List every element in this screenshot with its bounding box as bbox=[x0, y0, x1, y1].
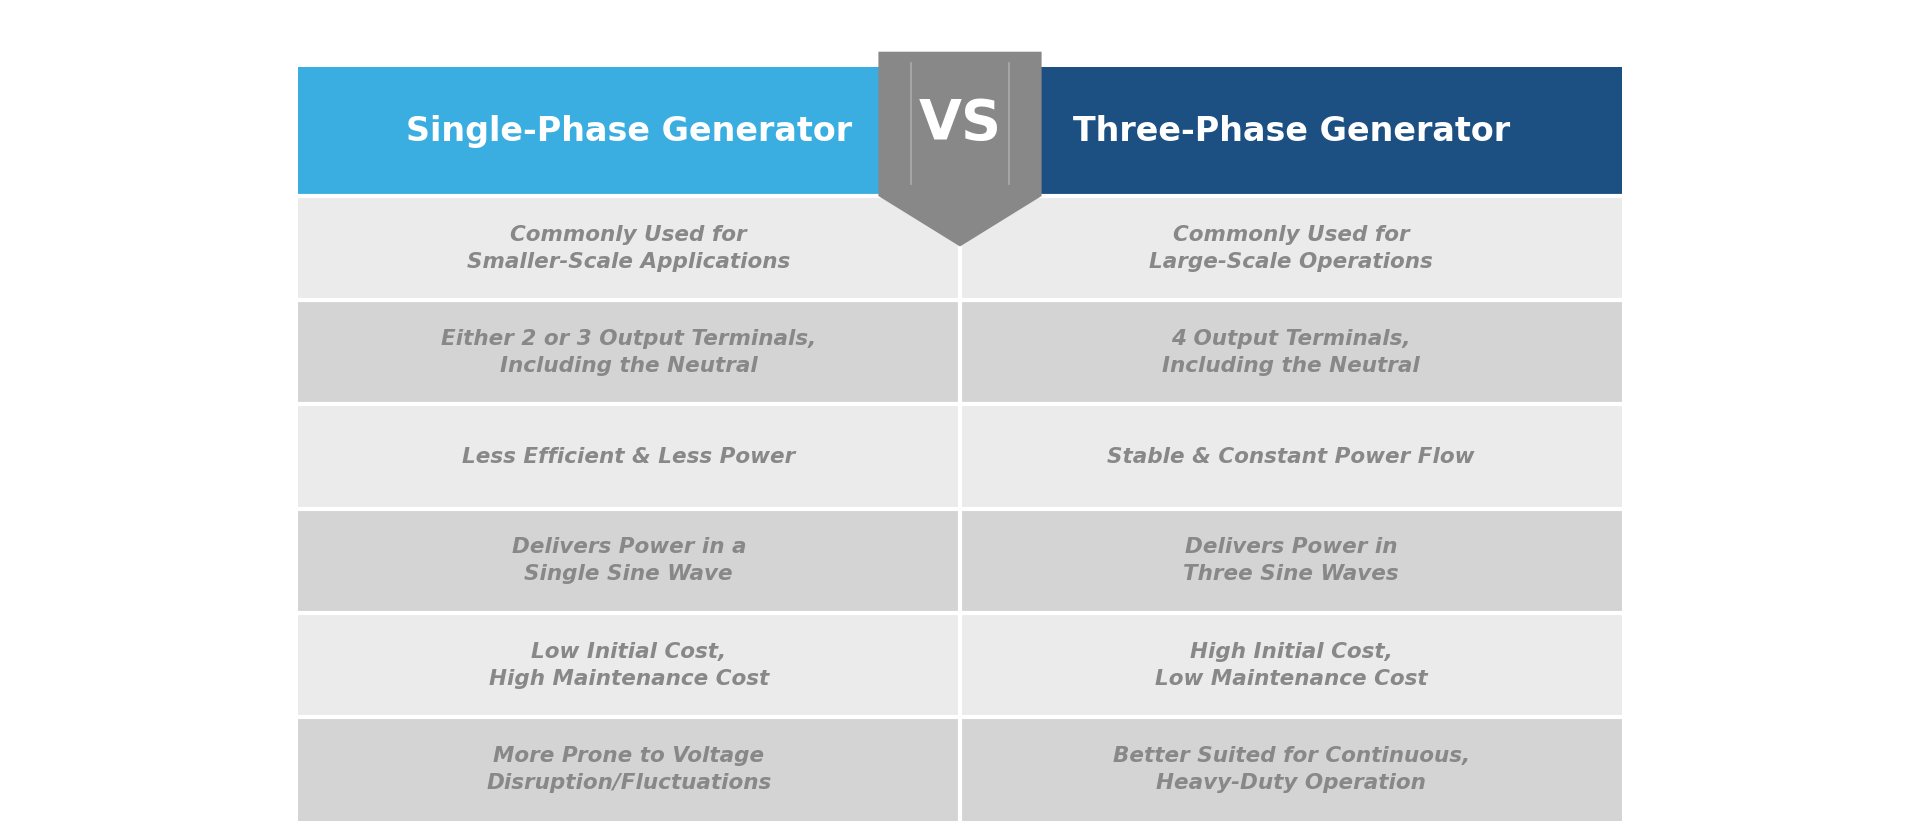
Bar bbox=[960, 67, 1622, 196]
Text: High Initial Cost,
Low Maintenance Cost: High Initial Cost, Low Maintenance Cost bbox=[1156, 641, 1427, 689]
Bar bbox=[298, 67, 960, 196]
Text: Low Initial Cost,
High Maintenance Cost: Low Initial Cost, High Maintenance Cost bbox=[490, 641, 768, 689]
Bar bbox=[960, 509, 1622, 613]
FancyBboxPatch shape bbox=[298, 67, 1622, 821]
Text: Stable & Constant Power Flow: Stable & Constant Power Flow bbox=[1108, 447, 1475, 466]
Bar bbox=[960, 196, 1622, 300]
Text: Delivers Power in
Three Sine Waves: Delivers Power in Three Sine Waves bbox=[1183, 537, 1400, 585]
Bar bbox=[960, 717, 1622, 821]
Bar bbox=[960, 613, 1622, 717]
Text: VS: VS bbox=[918, 97, 1002, 151]
Text: More Prone to Voltage
Disruption/Fluctuations: More Prone to Voltage Disruption/Fluctua… bbox=[486, 746, 772, 793]
Bar bbox=[960, 404, 1622, 509]
Bar bbox=[298, 509, 960, 613]
Text: Three-Phase Generator: Three-Phase Generator bbox=[1073, 115, 1509, 148]
Text: 4 Output Terminals,
Including the Neutral: 4 Output Terminals, Including the Neutra… bbox=[1162, 329, 1421, 376]
Text: Delivers Power in a
Single Sine Wave: Delivers Power in a Single Sine Wave bbox=[511, 537, 747, 585]
Bar bbox=[298, 717, 960, 821]
Bar bbox=[298, 300, 960, 404]
Text: Commonly Used for
Smaller-Scale Applications: Commonly Used for Smaller-Scale Applicat… bbox=[467, 224, 791, 272]
Polygon shape bbox=[879, 52, 1041, 247]
Text: Less Efficient & Less Power: Less Efficient & Less Power bbox=[463, 447, 795, 466]
Text: Better Suited for Continuous,
Heavy-Duty Operation: Better Suited for Continuous, Heavy-Duty… bbox=[1112, 746, 1471, 793]
Bar bbox=[960, 300, 1622, 404]
Bar bbox=[298, 196, 960, 300]
Text: Either 2 or 3 Output Terminals,
Including the Neutral: Either 2 or 3 Output Terminals, Includin… bbox=[442, 329, 816, 376]
Bar bbox=[298, 404, 960, 509]
Bar bbox=[298, 613, 960, 717]
Text: Commonly Used for
Large-Scale Operations: Commonly Used for Large-Scale Operations bbox=[1150, 224, 1432, 272]
Text: Single-Phase Generator: Single-Phase Generator bbox=[405, 115, 852, 148]
